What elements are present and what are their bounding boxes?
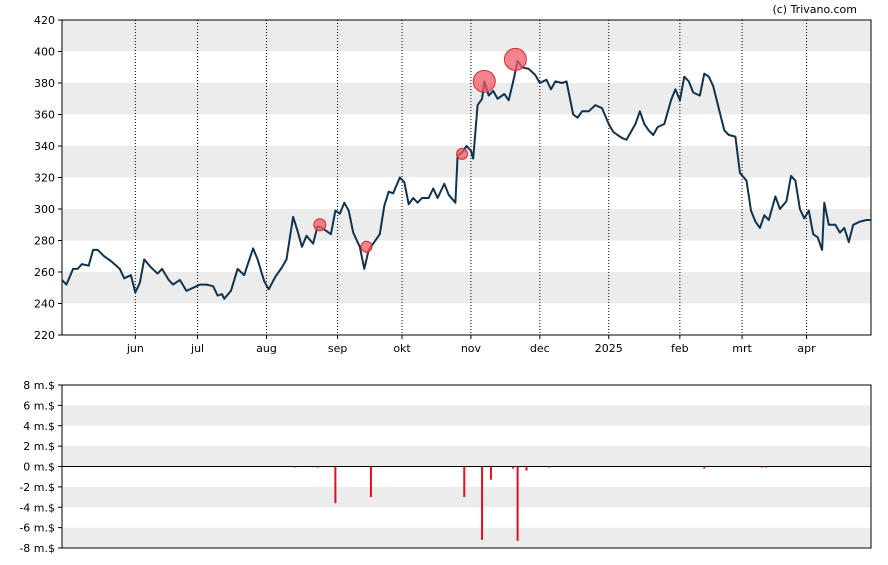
volume-bar <box>525 466 528 471</box>
x-tick-label: apr <box>797 342 816 355</box>
y-tick-label: 8 m.$ <box>23 379 55 392</box>
volume-bar <box>512 466 515 469</box>
y-tick-label: 280 <box>34 235 55 248</box>
volume-bar <box>369 466 372 498</box>
grid-band <box>62 20 871 52</box>
y-tick-label: 360 <box>34 109 55 122</box>
y-tick-label: 300 <box>34 203 55 216</box>
grid-band <box>62 272 871 304</box>
x-tick-label: okt <box>393 342 411 355</box>
x-tick-label: sep <box>328 342 347 355</box>
insider-trade-marker <box>360 240 373 253</box>
volume-bar <box>463 466 466 498</box>
y-tick-label: 420 <box>34 14 55 27</box>
volume-bar <box>294 466 297 468</box>
y-tick-label: -6 m.$ <box>19 522 55 535</box>
insider-trade-marker <box>472 69 496 93</box>
y-tick-label: 380 <box>34 77 55 90</box>
insider-trade-marker <box>313 218 327 232</box>
y-tick-label: 340 <box>34 140 55 153</box>
x-tick-label: jul <box>190 342 204 355</box>
price-line <box>61 60 871 300</box>
volume-bar <box>316 466 319 468</box>
y-tick-label: -4 m.$ <box>19 501 55 514</box>
x-tick-label: 2025 <box>595 342 623 355</box>
credit-label: (c) Trivano.com <box>772 3 857 16</box>
y-tick-label: 240 <box>34 298 55 311</box>
insider-trade-marker <box>456 147 469 160</box>
volume-bar <box>761 466 764 468</box>
grid-band <box>62 446 871 467</box>
volume-bar <box>547 466 550 468</box>
y-tick-label: 2 m.$ <box>23 440 55 453</box>
volume-bar <box>489 466 492 480</box>
grid-band <box>62 527 871 548</box>
y-tick-label: -8 m.$ <box>19 542 55 555</box>
y-tick-label: 6 m.$ <box>23 399 55 412</box>
volume-bar <box>481 466 484 540</box>
grid-band <box>62 486 871 508</box>
grid-band <box>62 405 871 426</box>
y-tick-label: 220 <box>34 329 55 342</box>
volume-bar <box>516 466 519 541</box>
y-tick-label: 4 m.$ <box>23 420 55 433</box>
y-tick-label: 260 <box>34 266 55 279</box>
x-tick-label: feb <box>671 342 689 355</box>
x-tick-label: mrt <box>732 342 752 355</box>
y-tick-label: 320 <box>34 172 55 185</box>
x-tick-label: dec <box>530 342 550 355</box>
grid-band <box>62 83 871 115</box>
x-tick-label: nov <box>461 342 482 355</box>
x-tick-label: jun <box>126 342 144 355</box>
insider-trade-marker <box>503 47 527 71</box>
y-tick-label: -2 m.$ <box>19 481 55 494</box>
y-tick-label: 0 m.$ <box>23 461 55 474</box>
price-panel: 420 400 380 360 340 320 300 280 260 240 220 jun jul a… <box>34 14 872 355</box>
insider-volume-panel: 8 m.$ 6 m.$ 4 m.$ 2 m.$ 0 m.$ -2 m.$ -4 m.$ -6 … <box>19 379 872 555</box>
grid-band <box>62 209 871 241</box>
x-tick-label: aug <box>256 342 277 355</box>
y-tick-label: 400 <box>34 46 55 59</box>
volume-bar <box>334 466 337 504</box>
volume-bar <box>703 466 706 469</box>
volume-bar <box>765 466 768 468</box>
